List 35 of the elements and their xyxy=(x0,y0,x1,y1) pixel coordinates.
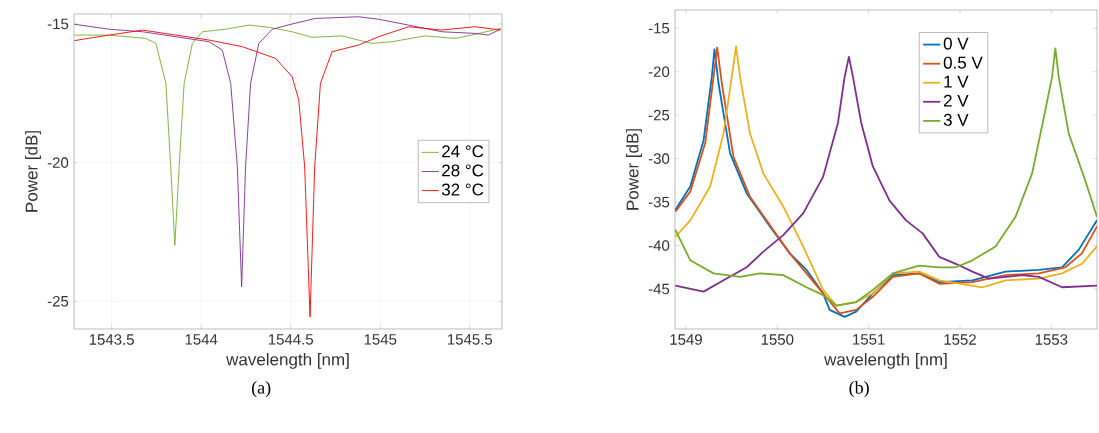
y-axis-title: Power [dB] xyxy=(626,129,642,210)
y-tick-label: -40 xyxy=(648,240,670,251)
x-tick-label: 1545.5 xyxy=(447,334,493,345)
x-axis-title: wavelength [nm] xyxy=(226,353,349,369)
x-tick-label: 1549 xyxy=(670,334,702,345)
y-tick-label: -20 xyxy=(47,157,69,168)
y-tick-label: -30 xyxy=(648,153,670,164)
text: (b) xyxy=(849,381,869,398)
y-axis-title: Power [dB] xyxy=(25,131,41,212)
legend-label: 1 V xyxy=(944,75,969,88)
y-tick-label: -20 xyxy=(648,66,670,78)
x-tick-label: 1544 xyxy=(185,334,218,345)
legend-label: 3 V xyxy=(943,113,969,126)
x-tick-label: 1551 xyxy=(853,334,885,345)
y-tick-label: -15 xyxy=(47,18,69,30)
legend-label: 28 °C xyxy=(442,164,484,177)
y-tick-label: -25 xyxy=(47,295,69,307)
legend-label: 2 V xyxy=(943,94,969,107)
x-tick-label: 1544.5 xyxy=(268,334,314,345)
line-series xyxy=(74,24,502,246)
x-axis-title: wavelength [nm] xyxy=(824,353,947,369)
x-tick-label: 1552 xyxy=(944,334,976,345)
y-tick-label: -45 xyxy=(648,283,670,295)
y-tick-label: -35 xyxy=(648,196,670,208)
y-tick-label: -25 xyxy=(648,109,670,121)
x-tick-label: 1545 xyxy=(364,334,397,345)
legend-label: 24 °C xyxy=(442,145,484,158)
legend-label: 32 °C xyxy=(441,183,484,196)
legend-label: 0.5 V xyxy=(943,56,983,69)
x-tick-label: 1543.5 xyxy=(89,334,134,345)
legend-label: 0 V xyxy=(943,37,969,50)
x-tick-label: 1553 xyxy=(1035,334,1068,345)
y-tick-label: -15 xyxy=(648,23,670,34)
text: (a) xyxy=(251,381,271,398)
x-tick-label: 1550 xyxy=(761,334,794,345)
